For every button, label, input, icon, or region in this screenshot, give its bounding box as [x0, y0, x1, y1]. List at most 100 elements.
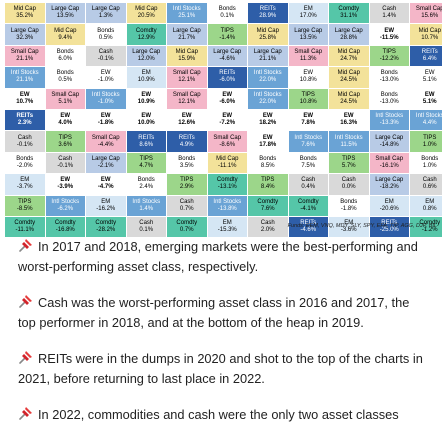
- asset-class-label: Small Cap: [294, 48, 323, 55]
- return-value: 3.5%: [179, 162, 194, 169]
- quilt-cell: Comdty 12.9%: [126, 24, 166, 46]
- return-value: 5.7%: [341, 162, 356, 169]
- return-value: 10.9%: [137, 77, 155, 84]
- quilt-cell: EW 10.0%: [126, 109, 166, 132]
- return-value: 5.1%: [58, 98, 73, 105]
- quilt-cell: Large Cap 21.1%: [248, 45, 288, 68]
- return-value: 0.0%: [341, 184, 356, 191]
- return-value: -13.8%: [217, 205, 237, 212]
- asset-class-label: TIPS: [382, 48, 396, 55]
- asset-class-label: Mid Cap: [337, 91, 360, 98]
- quilt-cell: REITs -4.6%: [288, 216, 328, 239]
- quilt-cell: Comdty -16.8%: [45, 216, 85, 239]
- return-value: 4.4%: [422, 120, 437, 127]
- return-value: 17.0%: [299, 13, 317, 20]
- note-text: REITs were in the dumps in 2020 and shot…: [18, 351, 423, 386]
- asset-class-label: EW: [303, 70, 314, 77]
- quilt-cell: Cash -0.1%: [5, 131, 45, 153]
- asset-class-label: EW: [222, 91, 233, 98]
- quilt-cell: Large Cap 21.7%: [167, 24, 207, 46]
- asset-class-label: Small Cap: [91, 134, 120, 141]
- asset-class-label: EM: [20, 177, 30, 184]
- asset-class-label: EM: [384, 198, 394, 205]
- asset-class-label: Small Cap: [10, 48, 39, 55]
- quilt-cell: Large Cap 13.5%: [45, 3, 85, 25]
- return-value: 2.9%: [179, 184, 194, 191]
- quilt-cell: Large Cap 32.3%: [5, 24, 45, 46]
- quilt-cell: TIPS 1.0%: [410, 131, 442, 153]
- return-value: -12.2%: [379, 55, 399, 62]
- quilt-cell: Cash 0.7%: [167, 195, 207, 217]
- return-value: -25.0%: [379, 227, 399, 234]
- asset-class-label: EM: [303, 6, 313, 13]
- return-value: 8.4%: [260, 184, 275, 191]
- return-value: 1.3%: [98, 13, 113, 20]
- asset-class-label: EW: [384, 27, 395, 34]
- quilt-cell: EM -3.6%: [329, 216, 369, 239]
- return-value: 21.1%: [259, 55, 277, 62]
- return-value: 21.7%: [178, 34, 196, 41]
- quilt-cell: Bonds 0.1%: [207, 3, 247, 25]
- asset-class-label: REITs: [259, 6, 276, 13]
- asset-class-label: Cash: [341, 177, 356, 184]
- quilt-cell: Bonds -2.0%: [5, 152, 45, 175]
- return-value: 11.5%: [340, 141, 358, 148]
- asset-class-label: Small Cap: [375, 155, 404, 162]
- notes-section: In 2017 and 2018, emerging markets were …: [0, 231, 442, 423]
- return-value: 31.1%: [340, 13, 358, 20]
- return-value: -6.0%: [219, 77, 236, 84]
- quilt-cell: Mid Cap 24.7%: [329, 45, 369, 68]
- asset-class-label: EW: [141, 91, 152, 98]
- return-value: -13.3%: [379, 120, 399, 127]
- quilt-cell: Large Cap 28.8%: [329, 24, 369, 46]
- note-text: In 2022, commodities and cash were the o…: [38, 407, 399, 422]
- return-value: 3.6%: [58, 141, 73, 148]
- return-value: 12.9%: [137, 34, 155, 41]
- return-value: 7.6%: [301, 141, 316, 148]
- note-item: In 2017 and 2018, emerging markets were …: [18, 237, 430, 277]
- asset-class-label: EW: [424, 91, 435, 98]
- asset-class-label: Mid Cap: [418, 27, 441, 34]
- quilt-cell: Cash 2.0%: [248, 216, 288, 239]
- quilt-cell: Large Cap 13.5%: [288, 24, 328, 46]
- quilt-cell: EW -6.0%: [207, 88, 247, 110]
- return-value: -4.6%: [219, 55, 236, 62]
- return-value: 0.6%: [422, 184, 437, 191]
- asset-class-label: Small Cap: [415, 6, 442, 13]
- asset-class-label: Mid Cap: [216, 155, 239, 162]
- return-value: 22.0%: [259, 98, 277, 105]
- asset-class-label: Bonds: [137, 177, 155, 184]
- return-value: 4.0%: [58, 120, 73, 127]
- asset-class-label: Large Cap: [375, 177, 404, 184]
- asset-class-label: Mid Cap: [54, 27, 77, 34]
- return-value: 24.7%: [340, 55, 358, 62]
- return-value: -8.5%: [16, 205, 33, 212]
- return-value: 10.0%: [137, 120, 155, 127]
- quilt-cell: EW -1.8%: [86, 109, 126, 132]
- asset-class-label: EM: [222, 220, 232, 227]
- quilt-cell: TIPS 8.4%: [248, 174, 288, 196]
- return-value: 0.1%: [139, 227, 154, 234]
- asset-class-label: Intl Stocks: [132, 198, 161, 205]
- quilt-cell: EM -3.7%: [5, 174, 45, 196]
- asset-class-label: REITs: [300, 220, 317, 227]
- quilt-cell: Intl Stocks 7.6%: [288, 131, 328, 153]
- quilt-cell: REITs 28.9%: [248, 3, 288, 25]
- quilt-cell: Intl Stocks 11.5%: [329, 131, 369, 153]
- quilt-cell: REITs 6.4%: [410, 45, 442, 68]
- return-value: 4.7%: [139, 162, 154, 169]
- quilt-cell: REITs 2.3%: [5, 109, 45, 132]
- asset-class-label: Cash: [17, 134, 32, 141]
- asset-class-label: Bonds: [259, 155, 277, 162]
- return-value: 15.9%: [178, 55, 196, 62]
- note-text: Cash was the worst-performing asset clas…: [18, 295, 410, 330]
- quilt-cell: Small Cap 5.1%: [45, 88, 85, 110]
- asset-class-label: Mid Cap: [337, 48, 360, 55]
- return-value: 0.5%: [98, 34, 113, 41]
- return-value: 13.5%: [56, 13, 74, 20]
- return-value: -13.0%: [379, 98, 399, 105]
- asset-class-label: Comdty: [338, 6, 360, 13]
- return-value: 1.4%: [382, 13, 397, 20]
- quilt-cell: Intl Stocks 25.1%: [167, 3, 207, 25]
- asset-class-label: EM: [141, 70, 151, 77]
